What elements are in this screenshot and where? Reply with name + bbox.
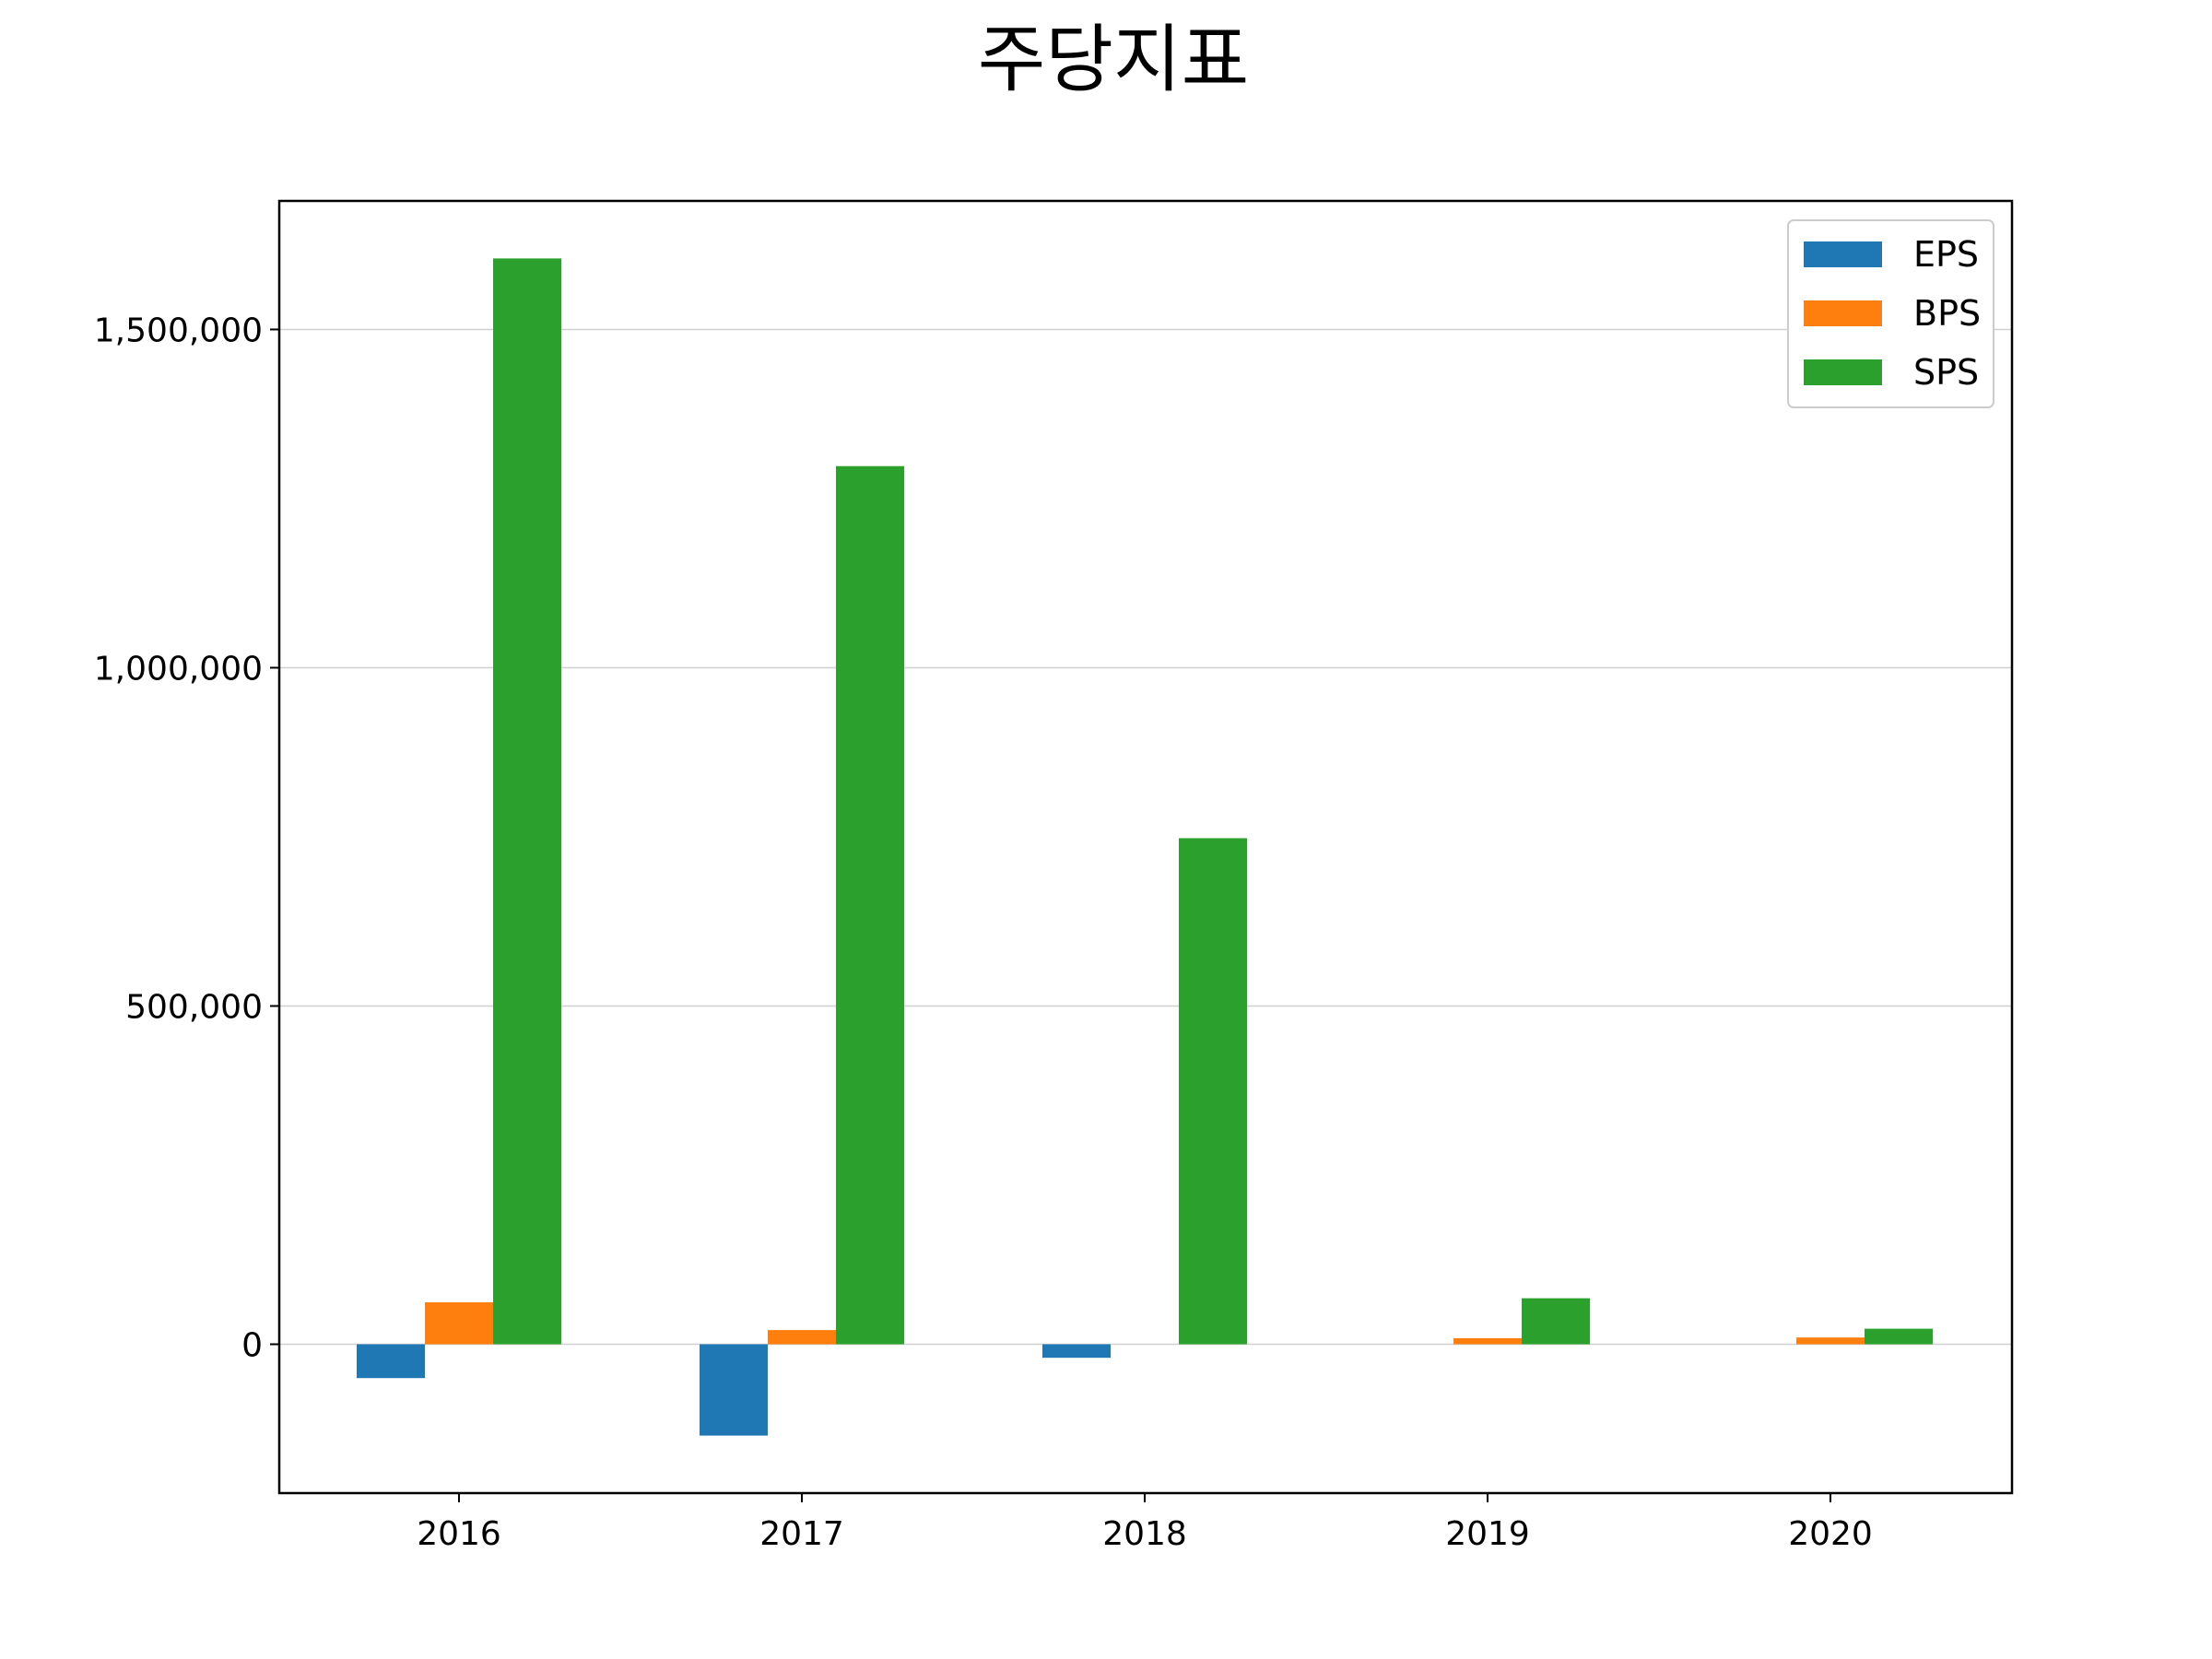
legend-swatch-bps bbox=[1804, 300, 1882, 326]
legend-label-bps: BPS bbox=[1913, 293, 1981, 334]
bar-eps-2018 bbox=[1042, 1344, 1111, 1359]
legend-swatch-eps bbox=[1804, 241, 1882, 267]
y-tick-label: 500,000 bbox=[125, 988, 263, 1026]
legend: EPS BPS SPS bbox=[1787, 219, 1994, 408]
x-tick-label: 2018 bbox=[1102, 1515, 1187, 1553]
legend-label-eps: EPS bbox=[1913, 234, 1979, 275]
bar-eps-2017 bbox=[700, 1344, 768, 1436]
bar-bps-2017 bbox=[768, 1330, 836, 1345]
bar-eps-2016 bbox=[357, 1344, 425, 1379]
bar-bps-2016 bbox=[425, 1302, 493, 1345]
plot-frame bbox=[277, 199, 2014, 1495]
bar-sps-2017 bbox=[836, 465, 904, 1345]
x-axis-ticks: 2016 2017 2018 2019 2020 bbox=[417, 1493, 1873, 1553]
bar-sps-2020 bbox=[1865, 1328, 1933, 1345]
x-tick-label: 2016 bbox=[417, 1515, 501, 1553]
x-tick-label: 2020 bbox=[1788, 1515, 1873, 1553]
bars bbox=[357, 258, 1933, 1436]
x-tick-label: 2017 bbox=[759, 1515, 844, 1553]
bar-bps-2020 bbox=[1796, 1337, 1865, 1345]
y-axis-ticks: 0 500,000 1,000,000 1,500,000 bbox=[94, 312, 279, 1365]
x-tick-label: 2019 bbox=[1445, 1515, 1530, 1553]
gridlines bbox=[279, 328, 2012, 1346]
y-tick-label: 0 bbox=[241, 1327, 263, 1365]
bar-bps-2019 bbox=[1453, 1337, 1522, 1345]
y-tick-label: 1,500,000 bbox=[94, 312, 263, 349]
y-tick-label: 1,000,000 bbox=[94, 650, 263, 688]
legend-label-sps: SPS bbox=[1913, 352, 1979, 393]
bar-sps-2016 bbox=[493, 258, 561, 1345]
chart-title: 주당지표 bbox=[978, 17, 1249, 102]
legend-swatch-sps bbox=[1804, 359, 1882, 385]
bar-sps-2019 bbox=[1522, 1298, 1590, 1345]
bar-sps-2018 bbox=[1179, 838, 1247, 1345]
